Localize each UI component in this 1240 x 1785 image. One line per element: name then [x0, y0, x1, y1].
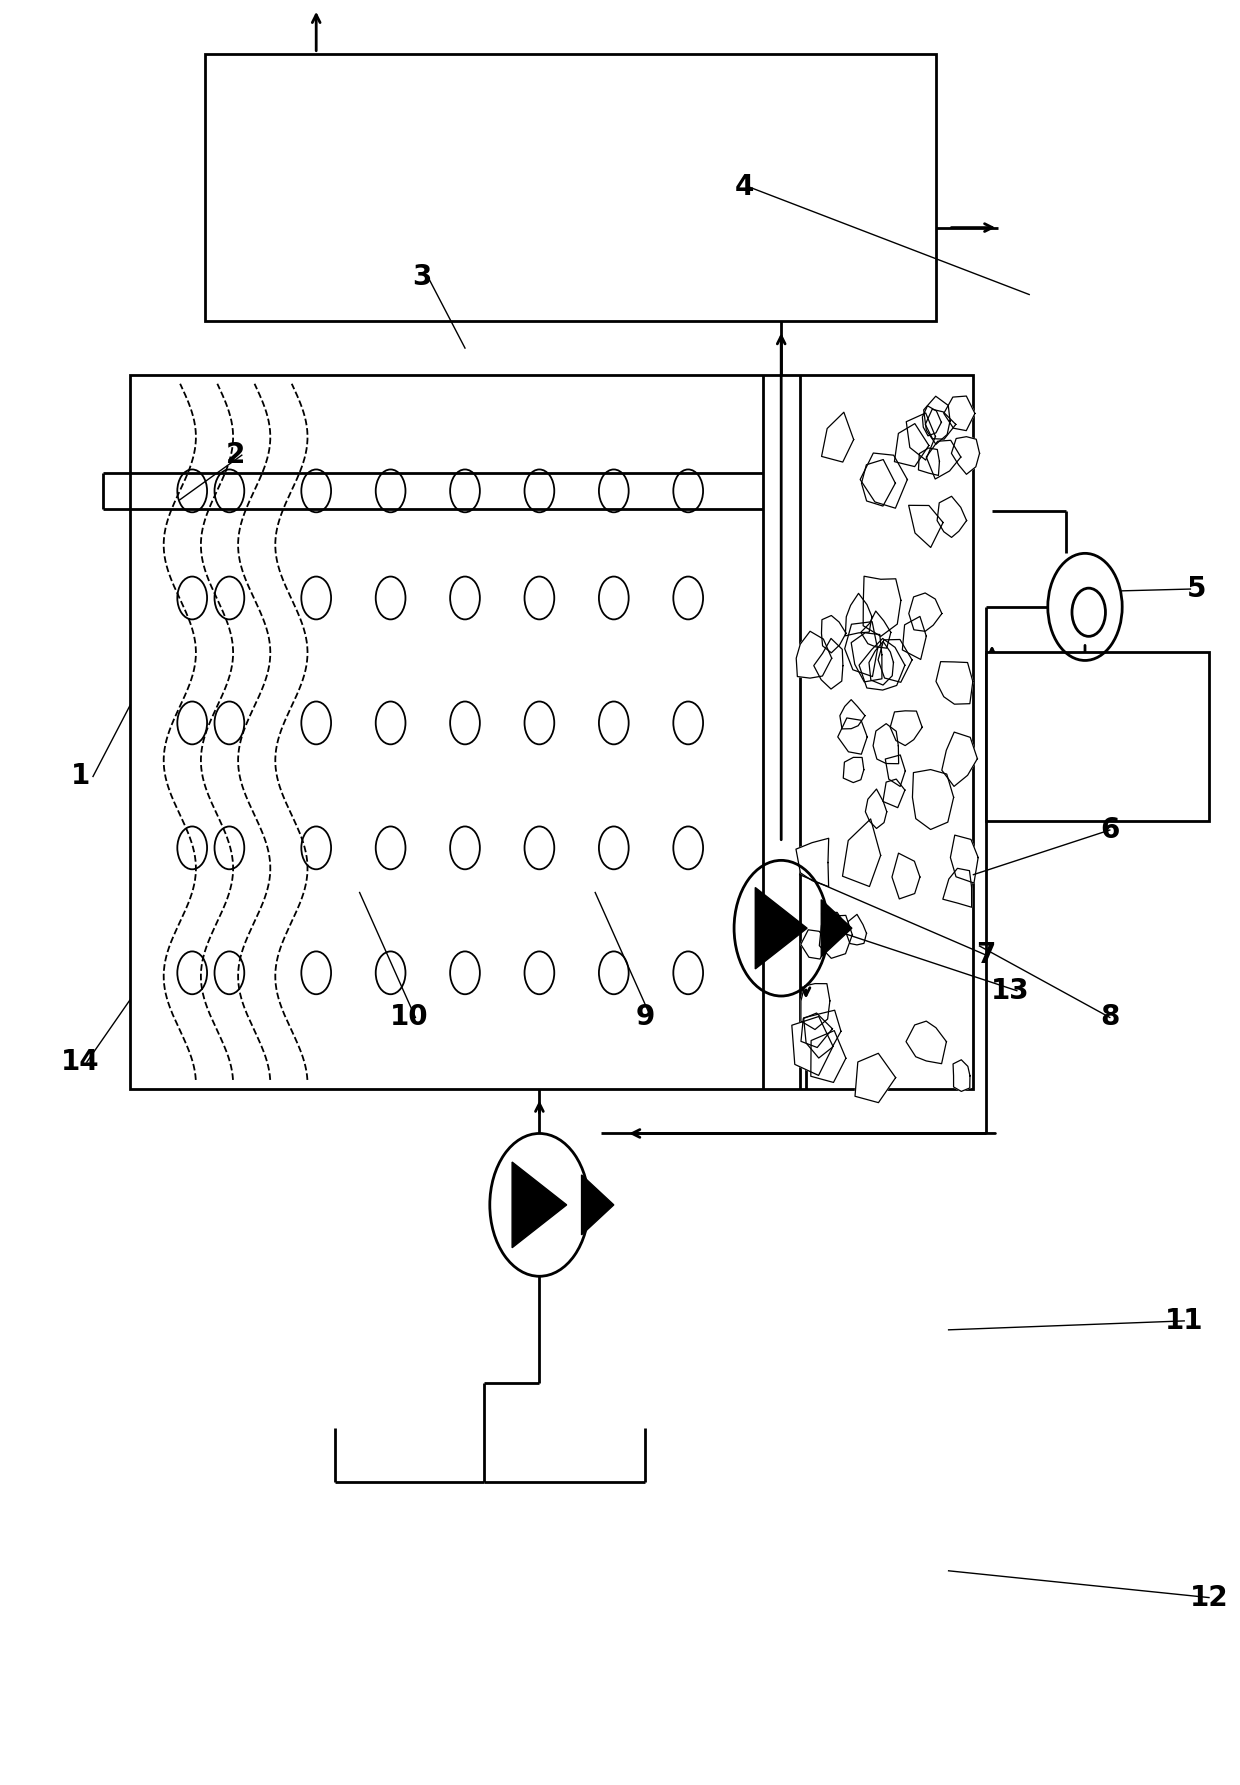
Text: 13: 13	[991, 976, 1030, 1005]
Polygon shape	[811, 1030, 846, 1082]
Bar	[130, 375, 973, 1089]
Text: 6: 6	[1100, 816, 1120, 844]
Bar	[205, 54, 936, 321]
Polygon shape	[582, 1175, 614, 1235]
Polygon shape	[909, 593, 942, 632]
Polygon shape	[873, 723, 899, 764]
Polygon shape	[906, 412, 935, 461]
Text: 5: 5	[1187, 575, 1207, 603]
Polygon shape	[861, 453, 908, 509]
Polygon shape	[822, 912, 846, 941]
Text: 12: 12	[1189, 1583, 1229, 1612]
Polygon shape	[944, 396, 975, 430]
Polygon shape	[906, 1021, 946, 1064]
Polygon shape	[936, 662, 973, 703]
Polygon shape	[844, 621, 878, 677]
Text: 10: 10	[389, 1003, 429, 1032]
Polygon shape	[843, 757, 864, 782]
Text: 8: 8	[1100, 1003, 1120, 1032]
Polygon shape	[942, 732, 977, 787]
Polygon shape	[801, 1014, 832, 1048]
Polygon shape	[923, 405, 941, 436]
Polygon shape	[903, 616, 926, 659]
Polygon shape	[942, 868, 972, 907]
Polygon shape	[926, 441, 961, 478]
Polygon shape	[883, 778, 905, 807]
Text: 9: 9	[635, 1003, 655, 1032]
Polygon shape	[878, 639, 913, 682]
Polygon shape	[801, 930, 827, 959]
Polygon shape	[856, 1053, 895, 1103]
Polygon shape	[792, 1016, 833, 1075]
Polygon shape	[894, 423, 929, 466]
Polygon shape	[820, 916, 852, 959]
Polygon shape	[838, 718, 867, 755]
Polygon shape	[924, 396, 950, 444]
Polygon shape	[821, 900, 852, 957]
Polygon shape	[846, 593, 872, 635]
Polygon shape	[796, 632, 832, 678]
Polygon shape	[861, 610, 890, 648]
Text: 3: 3	[412, 262, 432, 291]
Polygon shape	[821, 616, 846, 653]
Polygon shape	[512, 1162, 567, 1248]
Polygon shape	[851, 634, 882, 682]
Polygon shape	[842, 819, 880, 887]
Text: 14: 14	[61, 1048, 100, 1076]
Polygon shape	[866, 789, 887, 828]
Polygon shape	[839, 700, 866, 728]
Polygon shape	[804, 1010, 841, 1059]
Polygon shape	[801, 984, 830, 1030]
Polygon shape	[890, 710, 923, 746]
Polygon shape	[796, 839, 828, 887]
Polygon shape	[925, 409, 956, 439]
Polygon shape	[892, 853, 920, 900]
Polygon shape	[869, 641, 894, 685]
Polygon shape	[951, 437, 980, 475]
Polygon shape	[954, 1060, 970, 1091]
Polygon shape	[885, 755, 905, 787]
Polygon shape	[846, 914, 867, 944]
Text: 11: 11	[1164, 1307, 1204, 1335]
Text: 1: 1	[71, 762, 91, 791]
Text: 4: 4	[734, 173, 754, 202]
Polygon shape	[755, 887, 807, 969]
Polygon shape	[937, 496, 966, 537]
Polygon shape	[813, 639, 843, 689]
Text: 7: 7	[976, 941, 996, 969]
Polygon shape	[862, 459, 895, 507]
Text: 2: 2	[226, 441, 246, 469]
Polygon shape	[913, 769, 954, 830]
Polygon shape	[909, 505, 944, 548]
Polygon shape	[822, 412, 853, 462]
Polygon shape	[950, 835, 978, 884]
Polygon shape	[863, 577, 901, 637]
Polygon shape	[859, 639, 905, 691]
Polygon shape	[919, 448, 940, 475]
Bar	[986, 652, 1209, 821]
